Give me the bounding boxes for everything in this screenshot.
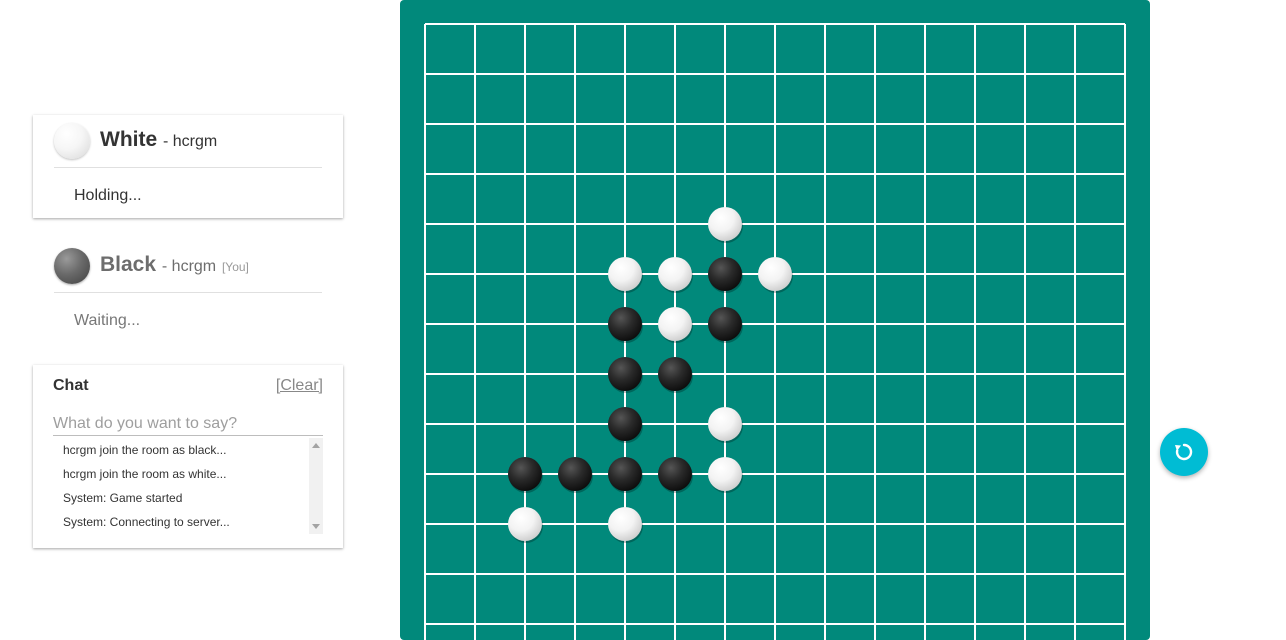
black-stone: [508, 457, 542, 491]
white-stone-avatar: [54, 123, 90, 159]
chat-clear-link[interactable]: [Clear]: [275, 377, 323, 394]
game-board[interactable]: [400, 0, 1150, 640]
chat-message: System: Connecting to server...: [63, 515, 230, 529]
white-stone: [658, 257, 692, 291]
chat-message: hcrgm join the room as white...: [63, 467, 227, 481]
player-username: - hcrgm: [161, 258, 217, 275]
black-stone: [558, 457, 592, 491]
board-grid[interactable]: [400, 0, 1150, 640]
scroll-down-arrow-icon[interactable]: [312, 524, 320, 529]
black-stone-avatar: [54, 248, 90, 284]
white-stone: [708, 457, 742, 491]
player-color-label: White: [100, 128, 158, 151]
white-stone: [508, 507, 542, 541]
player-name-black: Black - hcrgm [You]: [100, 253, 249, 277]
player-username: - hcrgm: [163, 133, 218, 150]
black-stone: [608, 457, 642, 491]
black-stone: [608, 307, 642, 341]
white-stone: [608, 507, 642, 541]
chat-scrollbar[interactable]: [309, 438, 323, 534]
chat-message: hcrgm join the room as black...: [63, 443, 227, 457]
chat-log[interactable]: hcrgm join the room as black... hcrgm jo…: [53, 438, 323, 534]
black-stone: [708, 257, 742, 291]
undo-button[interactable]: [1160, 428, 1208, 476]
black-stone: [608, 407, 642, 441]
player-color-label: Black: [100, 253, 157, 276]
player-card-white: White - hcrgm Holding...: [33, 115, 343, 218]
player-name-white: White - hcrgm: [100, 128, 217, 152]
black-stone: [608, 357, 642, 391]
scroll-up-arrow-icon[interactable]: [312, 443, 320, 448]
white-stone: [608, 257, 642, 291]
black-stone: [708, 307, 742, 341]
black-stone: [658, 457, 692, 491]
white-stone: [708, 207, 742, 241]
chat-message: System: Game started: [63, 491, 183, 505]
player-status-black: Waiting...: [74, 312, 141, 329]
white-stone: [708, 407, 742, 441]
chat-input[interactable]: [53, 413, 323, 436]
you-tag: [You]: [221, 260, 249, 274]
undo-icon: [1175, 443, 1193, 461]
player-header-black: Black - hcrgm [You]: [54, 240, 322, 293]
chat-title: Chat: [53, 377, 89, 394]
player-header-white: White - hcrgm: [54, 115, 322, 168]
white-stone: [658, 307, 692, 341]
white-stone: [758, 257, 792, 291]
player-status-white: Holding...: [74, 187, 142, 204]
chat-panel: Chat [Clear] hcrgm join the room as blac…: [33, 365, 343, 548]
player-card-black: Black - hcrgm [You] Waiting...: [33, 240, 343, 343]
black-stone: [658, 357, 692, 391]
